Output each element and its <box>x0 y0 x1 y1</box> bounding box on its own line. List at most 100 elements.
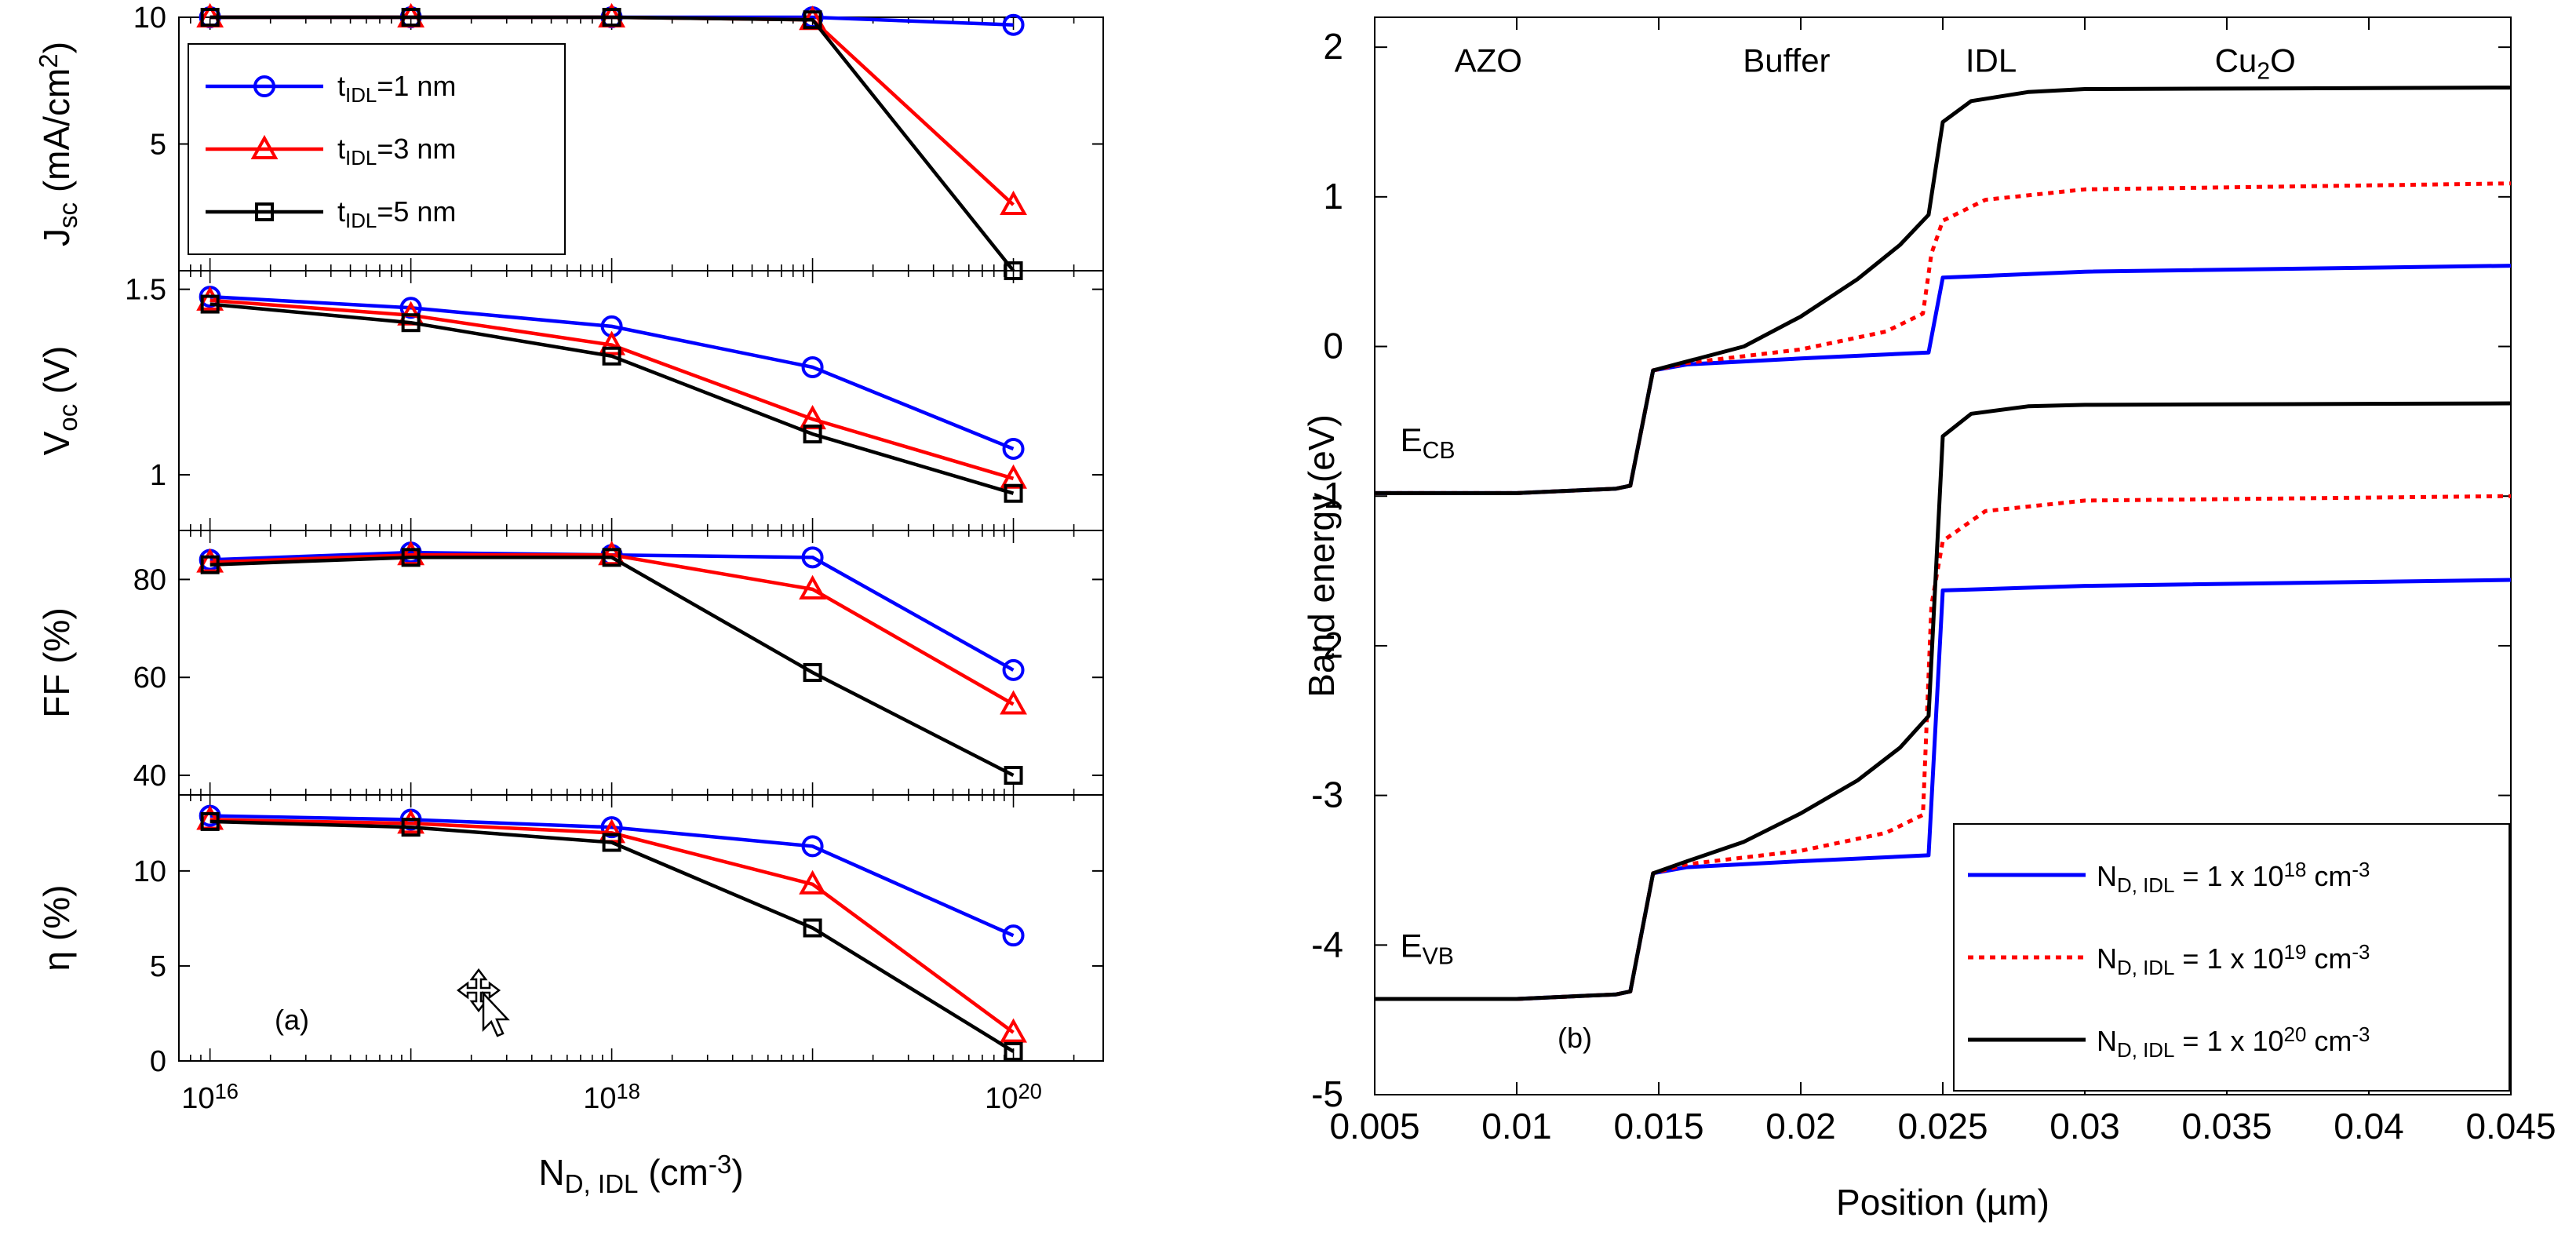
x-tick-label: 0.015 <box>1613 1106 1703 1146</box>
y-tick-label: -3 <box>1311 775 1343 815</box>
band-label: ECB <box>1401 421 1456 464</box>
series-line <box>1375 401 2512 1001</box>
panel-a-chart: 5 10 Jsc (mA/cm2) 1 1.5 Voc (V) 40 60 80 FF (%) 0 5… <box>35 2 1104 1199</box>
y-tick-label: 40 <box>133 760 166 793</box>
data-point <box>399 297 422 319</box>
legend-marker <box>255 202 274 221</box>
y-axis-label: η (%) <box>36 885 77 971</box>
series-line <box>210 15 1015 272</box>
data-point <box>1000 464 1027 489</box>
legend-entry: ND, IDL = 1 x 1019 cm-3 <box>1968 942 2370 979</box>
data-point <box>801 355 824 378</box>
data-point <box>799 869 826 895</box>
data-point <box>196 548 224 573</box>
data-point <box>1004 766 1023 786</box>
subplot-frame <box>178 530 1104 796</box>
x-tick-label: 0.045 <box>2465 1106 2556 1146</box>
data-point <box>200 555 220 574</box>
data-point <box>1004 483 1023 503</box>
y-tick-label: 60 <box>133 662 166 694</box>
y-axis-label-group: Voc (V) <box>36 346 83 456</box>
data-point <box>602 346 621 366</box>
x-tick-label: 0.03 <box>2050 1106 2120 1146</box>
y-tick-label: 0 <box>150 1045 166 1078</box>
x-tick-label: 0.04 <box>2334 1106 2404 1146</box>
data-point <box>1000 690 1027 715</box>
data-point <box>1000 190 1027 216</box>
data-point <box>1002 13 1025 36</box>
band-label: EVB <box>1401 928 1454 970</box>
series-line <box>210 552 1015 706</box>
data-point <box>598 541 626 566</box>
y-axis-label-group: η (%) <box>36 885 77 971</box>
x-tick-label: 0.02 <box>1765 1106 1836 1146</box>
y-tick-label: 0 <box>1323 326 1343 366</box>
panel-label-b: (b) <box>1558 1022 1592 1054</box>
legend-marker <box>250 134 279 159</box>
data-point <box>401 818 421 837</box>
legend-label: tIDL=3 nm <box>337 133 456 170</box>
data-point <box>600 816 623 839</box>
panel-b-chart: 0.005 0.01 0.015 0.02 0.025 0.03 0.035 0.04 0.04… <box>1301 16 2556 1223</box>
data-point <box>1002 924 1025 947</box>
data-point <box>803 662 822 682</box>
data-point <box>799 574 826 600</box>
y-tick-label: -4 <box>1311 924 1343 964</box>
series-line <box>210 550 1015 672</box>
data-point <box>1002 658 1025 681</box>
subplot-1: 5 10 Jsc (mA/cm2) <box>35 2 1104 280</box>
region-label: Cu2O <box>2215 42 2296 84</box>
x-tick-label: 0.035 <box>2181 1106 2272 1146</box>
series-line <box>210 818 1015 1034</box>
data-point <box>803 918 822 938</box>
y-axis-label-group: FF (%) <box>36 607 77 718</box>
region-label: Buffer <box>1743 42 1830 78</box>
data-point <box>401 8 421 27</box>
x-axis-label: ND, IDL (cm-3) <box>538 1150 743 1199</box>
data-point <box>200 8 220 27</box>
data-point <box>1002 437 1025 460</box>
data-point <box>602 833 621 852</box>
data-point <box>401 313 421 333</box>
y-axis-label: FF (%) <box>36 607 77 718</box>
legend-marker <box>253 75 275 97</box>
subplot-frame <box>178 794 1104 1062</box>
y-axis-label-group: Jsc (mA/cm2) <box>35 42 83 246</box>
data-point <box>803 425 822 444</box>
y-axis-label: Jsc (mA/cm2) <box>35 42 83 246</box>
legend-entry: ND, IDL = 1 x 1018 cm-3 <box>1968 859 2370 897</box>
data-point <box>801 546 824 569</box>
y-tick-label: 5 <box>150 950 166 983</box>
legend-label: ND, IDL = 1 x 1019 cm-3 <box>2097 942 2370 979</box>
x-tick-label: 1020 <box>985 1079 1042 1115</box>
legend-entry: ND, IDL = 1 x 1020 cm-3 <box>1968 1024 2370 1062</box>
data-point <box>803 10 822 30</box>
y-tick-label: 10 <box>133 855 166 888</box>
y-tick-label: 1 <box>1323 176 1343 217</box>
legend-label: tIDL=5 nm <box>337 195 456 232</box>
y-tick-label: 10 <box>133 2 166 35</box>
data-point <box>196 286 224 311</box>
data-point <box>397 541 425 566</box>
series-line <box>210 294 1015 451</box>
x-tick-label: 0.01 <box>1481 1106 1552 1146</box>
legend-entry: tIDL=1 nm <box>206 70 456 107</box>
data-point <box>799 405 826 430</box>
subplot-3: 40 60 80 FF (%) <box>36 530 1104 796</box>
move-cursor-icon <box>456 968 510 1037</box>
y-axis-label-group: Band energy (eV) <box>1301 414 1342 698</box>
data-point <box>401 548 421 567</box>
y-tick-label: -2 <box>1311 625 1343 665</box>
y-tick-label: -5 <box>1311 1074 1343 1114</box>
y-tick-label: 1 <box>150 459 166 492</box>
legend-b: ND, IDL = 1 x 1018 cm-3 ND, IDL = 1 x 101… <box>1953 823 2510 1092</box>
series-line <box>210 819 1015 1053</box>
series-line <box>210 556 1015 778</box>
x-tick-label: 0.025 <box>1897 1106 1988 1146</box>
region-label: AZO <box>1455 42 1522 78</box>
y-axis-label: Voc (V) <box>36 346 83 456</box>
legend-label: ND, IDL = 1 x 1018 cm-3 <box>2097 859 2370 896</box>
legend-a: tIDL=1 nm tIDL=3 nm tIDL=5 nm <box>188 43 566 255</box>
y-tick-label: 2 <box>1323 26 1343 67</box>
